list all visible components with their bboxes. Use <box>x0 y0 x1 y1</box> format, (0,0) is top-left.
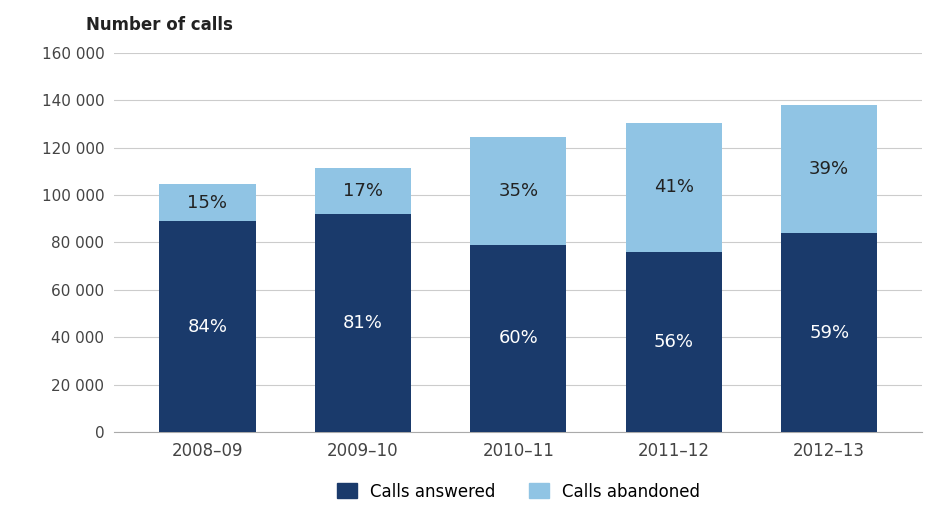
Bar <box>470 137 567 245</box>
Bar <box>315 169 411 214</box>
Text: 81%: 81% <box>343 314 383 332</box>
Bar <box>159 184 256 221</box>
Bar <box>781 233 878 432</box>
Bar <box>470 245 567 432</box>
Text: 84%: 84% <box>187 318 227 336</box>
Text: 15%: 15% <box>187 193 227 211</box>
Text: 60%: 60% <box>498 329 538 347</box>
Bar <box>626 252 722 432</box>
Bar <box>626 123 722 252</box>
Text: 17%: 17% <box>343 182 383 200</box>
Text: 39%: 39% <box>809 160 849 178</box>
Text: 56%: 56% <box>653 333 693 351</box>
Legend: Calls answered, Calls abandoned: Calls answered, Calls abandoned <box>330 476 707 508</box>
Bar <box>781 105 878 233</box>
Text: 41%: 41% <box>653 178 693 196</box>
Text: Number of calls: Number of calls <box>86 16 232 34</box>
Bar <box>315 214 411 432</box>
Bar <box>159 221 256 432</box>
Text: 35%: 35% <box>498 182 538 200</box>
Text: 59%: 59% <box>809 324 849 341</box>
